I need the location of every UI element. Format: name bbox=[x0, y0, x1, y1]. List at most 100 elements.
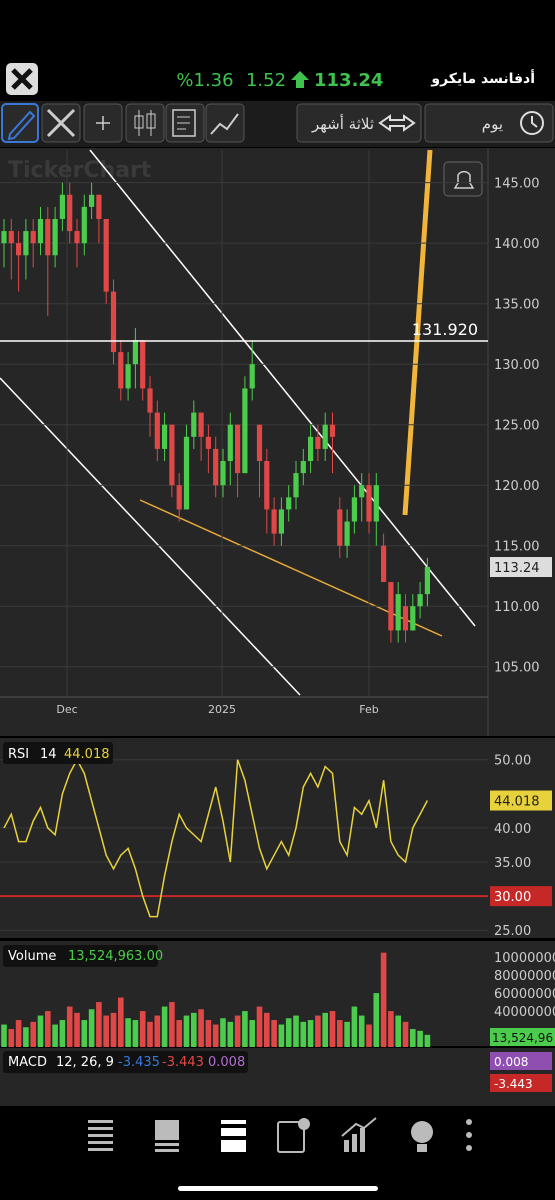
candle-body bbox=[37, 218, 44, 244]
candle-body bbox=[278, 509, 284, 534]
macd-signal-box bbox=[490, 1074, 552, 1092]
ref-line-label: 131.920 bbox=[412, 320, 478, 339]
candle-body bbox=[315, 436, 321, 449]
candle-body bbox=[96, 194, 102, 219]
candle-body bbox=[235, 424, 241, 474]
y-tick-label: 135.00 bbox=[494, 298, 540, 313]
candle-body bbox=[373, 485, 379, 522]
y-tick-label: 145.00 bbox=[494, 177, 540, 192]
candle-body bbox=[183, 436, 190, 510]
trend-button[interactable] bbox=[205, 103, 245, 143]
candle-body bbox=[125, 364, 131, 389]
y-tick-label: 105.00 bbox=[494, 661, 540, 676]
volume-bar bbox=[52, 1024, 58, 1047]
price-panel-bg bbox=[0, 148, 555, 736]
nav-ideas[interactable] bbox=[411, 1121, 433, 1152]
nav-chart[interactable] bbox=[221, 1120, 246, 1152]
volume-bar bbox=[88, 1009, 95, 1047]
watermark: TickerChart bbox=[8, 158, 152, 183]
candle-body bbox=[402, 606, 409, 631]
y-tick-label: 125.00 bbox=[494, 419, 540, 434]
candle-body bbox=[16, 243, 22, 256]
macd-signal: -3.443 bbox=[162, 1055, 204, 1070]
candle-body bbox=[293, 473, 299, 498]
candle-body bbox=[381, 545, 387, 583]
volume-bar bbox=[96, 1002, 102, 1047]
candle-body bbox=[424, 567, 430, 595]
candle-body bbox=[118, 352, 124, 389]
last-price-label: 113.24 bbox=[494, 561, 540, 576]
nav-analysis[interactable] bbox=[341, 1117, 377, 1152]
nav-board[interactable] bbox=[155, 1120, 179, 1152]
candle-body bbox=[337, 509, 343, 546]
volume-bar bbox=[183, 1015, 190, 1047]
candle-body bbox=[59, 194, 65, 219]
candle-body bbox=[395, 594, 401, 631]
nav-list[interactable] bbox=[88, 1120, 113, 1151]
candle-body bbox=[205, 436, 211, 449]
volume-bar bbox=[37, 1015, 44, 1047]
volume-legend-bg bbox=[3, 945, 158, 967]
volume-value: 13,524,963.00 bbox=[68, 949, 163, 964]
interval-button[interactable] bbox=[424, 103, 554, 143]
rsi-value-tag: 44.018 bbox=[494, 795, 540, 810]
candle-body bbox=[322, 424, 328, 449]
nav-more[interactable] bbox=[466, 1119, 472, 1151]
volume-bar bbox=[227, 1021, 234, 1047]
rsi-name: RSI bbox=[8, 747, 29, 762]
candle-body bbox=[286, 497, 292, 510]
macd-legend-bg bbox=[3, 1051, 248, 1073]
candle-body bbox=[89, 194, 95, 207]
volume-bar bbox=[358, 1015, 365, 1047]
y-tick-label: 40.00 bbox=[494, 822, 531, 837]
volume-bar bbox=[395, 1015, 401, 1047]
volume-bar bbox=[23, 1027, 29, 1047]
crosshair-button[interactable] bbox=[83, 103, 123, 143]
y-tick-label: 115.00 bbox=[494, 540, 540, 555]
candle-body bbox=[74, 231, 80, 244]
candle-body bbox=[227, 424, 233, 462]
alert-button[interactable] bbox=[443, 161, 483, 197]
volume-bar bbox=[169, 1002, 175, 1047]
macd-hist-tag: 0.008 bbox=[494, 1055, 528, 1069]
stock-title: أدفانسد مايكرو bbox=[430, 69, 535, 87]
candle-body bbox=[132, 339, 138, 365]
candle-body bbox=[67, 194, 73, 232]
candle-body bbox=[366, 485, 372, 522]
draw-tool[interactable] bbox=[1, 103, 39, 143]
candle-body bbox=[249, 364, 255, 389]
volume-last-box bbox=[490, 1028, 555, 1046]
volume-bar bbox=[249, 1020, 255, 1047]
y-tick-label: 50.00 bbox=[494, 754, 531, 769]
rsi-value-box bbox=[490, 790, 552, 811]
close-button[interactable] bbox=[6, 63, 38, 95]
volume-bar bbox=[118, 997, 124, 1047]
candle-body bbox=[45, 218, 51, 256]
volume-bar bbox=[103, 1015, 109, 1047]
volume-bar bbox=[220, 1018, 226, 1047]
x-tick-label: Feb bbox=[359, 703, 378, 716]
volume-bar bbox=[300, 1021, 307, 1047]
candle-body bbox=[162, 424, 168, 449]
nav-portfolio[interactable] bbox=[277, 1118, 310, 1153]
interval-label: يوم bbox=[482, 115, 503, 133]
y-tick-label: 120.00 bbox=[494, 479, 540, 494]
candle-body bbox=[351, 497, 357, 522]
home-indicator bbox=[178, 1186, 378, 1191]
volume-bar bbox=[344, 1021, 350, 1047]
volume-bar bbox=[15, 1020, 22, 1047]
period-button[interactable] bbox=[296, 103, 422, 143]
volume-bar bbox=[191, 1012, 197, 1047]
volume-bar bbox=[329, 1011, 336, 1047]
candle-body bbox=[344, 521, 350, 546]
volume-bar bbox=[161, 1006, 168, 1047]
indicators-button[interactable] bbox=[165, 103, 205, 143]
volume-last-label: 13,524,96 bbox=[492, 1031, 553, 1045]
chart-type-button[interactable] bbox=[125, 103, 165, 143]
header-bg bbox=[0, 0, 555, 100]
candle-body bbox=[147, 388, 153, 413]
volume-bar bbox=[176, 1020, 182, 1047]
volume-bar bbox=[1, 1024, 7, 1047]
rsi-line bbox=[3, 758, 429, 918]
tools-button[interactable] bbox=[41, 103, 81, 143]
